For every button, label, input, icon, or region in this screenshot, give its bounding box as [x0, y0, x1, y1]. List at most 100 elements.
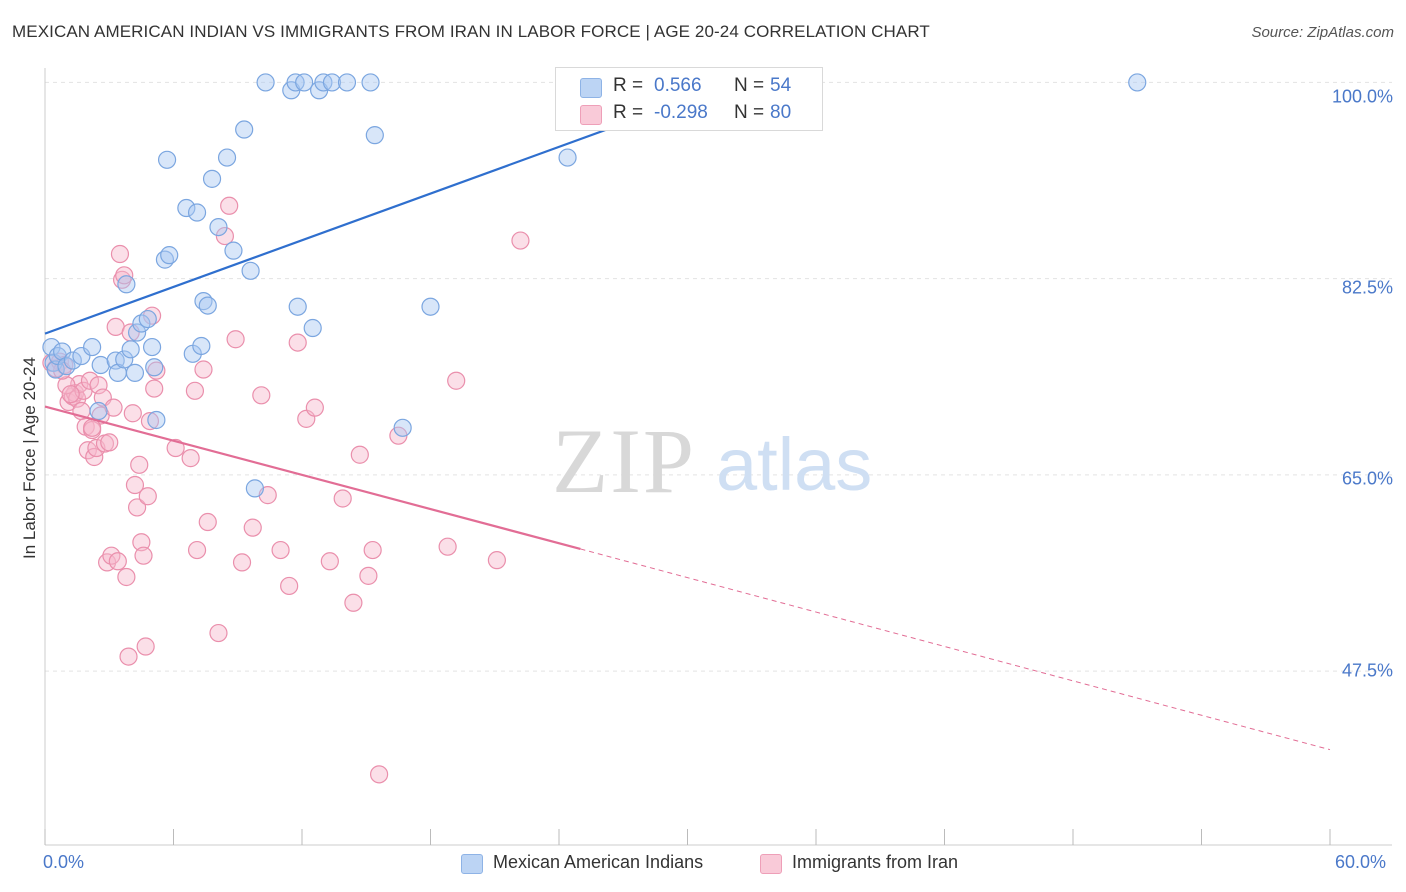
data-point	[127, 323, 147, 342]
data-point	[226, 330, 245, 349]
data-point	[558, 148, 577, 167]
data-point	[365, 126, 384, 145]
data-point	[232, 553, 252, 572]
data-point	[363, 540, 382, 560]
data-point	[115, 350, 134, 369]
data-point	[438, 537, 457, 556]
bottom-legend-label: Immigrants from Iran	[792, 852, 959, 872]
data-point	[83, 337, 102, 357]
data-point	[295, 73, 314, 92]
watermark-atlas: atlas	[716, 423, 872, 506]
data-point	[393, 418, 412, 437]
data-point	[166, 438, 185, 458]
data-point	[245, 479, 264, 498]
data-point	[305, 398, 324, 417]
data-point	[241, 261, 260, 280]
data-point	[224, 241, 243, 260]
x-tick-label-max: 60.0%	[1335, 852, 1387, 872]
legend-r-label: R =	[613, 75, 644, 96]
trend-line	[580, 548, 1331, 751]
bottom-legend-label: Mexican American Indians	[493, 852, 704, 872]
data-point	[1128, 73, 1147, 92]
data-point	[181, 449, 200, 468]
y-tick-label: 82.5%	[1341, 277, 1393, 298]
data-point	[187, 203, 207, 222]
data-point	[333, 489, 352, 508]
chart-title: MEXICAN AMERICAN INDIAN VS IMMIGRANTS FR…	[12, 22, 930, 41]
data-point	[123, 404, 142, 423]
legend-row-mexican-american-indians: R = 0.566 N = 54	[556, 75, 822, 101]
data-point	[288, 333, 307, 352]
data-point	[110, 244, 130, 264]
data-point	[147, 410, 166, 430]
legend-swatch-blue	[580, 78, 602, 98]
data-point	[370, 765, 389, 784]
data-point	[42, 337, 61, 357]
legend-r-value: -0.298	[654, 102, 708, 123]
legend-n-value: 54	[770, 75, 792, 96]
bottom-legend-swatch-pink	[760, 854, 782, 874]
data-point	[117, 275, 136, 294]
data-point	[256, 73, 275, 92]
bottom-legend-immigrants-from-iran: Immigrants from Iran	[760, 852, 959, 874]
data-point	[194, 360, 213, 379]
legend-row-immigrants-from-iran: R = -0.298 N = 80	[556, 102, 822, 128]
y-tick-label: 65.0%	[1341, 468, 1393, 489]
data-point	[487, 551, 506, 570]
data-point	[202, 169, 222, 188]
data-point	[160, 246, 179, 265]
legend-n-value: 80	[770, 102, 792, 123]
data-point	[421, 297, 440, 316]
legend-n-label: N =	[734, 102, 765, 123]
data-point	[136, 637, 155, 656]
data-point	[337, 73, 357, 92]
data-point	[138, 487, 157, 506]
data-point	[252, 386, 271, 405]
bottom-legend-swatch-blue	[461, 854, 483, 874]
legend-r-value: 0.566	[654, 75, 702, 96]
data-point	[91, 355, 110, 375]
data-point	[344, 593, 363, 612]
data-point	[125, 475, 145, 495]
data-point	[63, 351, 82, 370]
axes	[44, 68, 1392, 846]
legend-swatch-pink	[580, 105, 602, 125]
data-point	[147, 361, 166, 380]
data-point	[192, 336, 211, 356]
data-point	[198, 296, 217, 315]
data-point	[271, 540, 290, 560]
data-point	[80, 371, 100, 390]
data-point	[215, 226, 234, 246]
data-point	[217, 148, 237, 167]
watermark: ZIP atlas	[552, 410, 872, 512]
data-point	[104, 398, 123, 417]
y-axis-label: In Labor Force | Age 20-24	[20, 357, 39, 559]
data-point	[127, 498, 147, 517]
data-point	[187, 540, 207, 560]
legend-r-label: R =	[613, 102, 644, 123]
data-point	[83, 418, 102, 437]
data-point	[134, 546, 153, 565]
watermark-zip: ZIP	[552, 410, 696, 512]
data-point	[46, 360, 65, 379]
data-point	[198, 512, 217, 532]
data-point	[57, 376, 76, 395]
data-point	[511, 231, 530, 250]
stats-legend: R = 0.566 N = 54 R = -0.298 N = 80	[555, 67, 823, 131]
data-point	[108, 552, 127, 571]
grid-lines	[45, 81, 1392, 672]
data-point	[235, 120, 254, 139]
data-point	[359, 566, 378, 585]
data-point	[185, 381, 205, 400]
data-point	[320, 552, 339, 571]
legend-n-label: N =	[734, 75, 765, 96]
data-point	[209, 623, 228, 643]
data-point	[322, 73, 342, 92]
data-point	[447, 371, 466, 390]
data-point	[145, 358, 164, 377]
data-point	[138, 309, 157, 329]
trend-line	[44, 405, 581, 551]
data-point	[119, 647, 138, 666]
data-point	[209, 217, 228, 237]
